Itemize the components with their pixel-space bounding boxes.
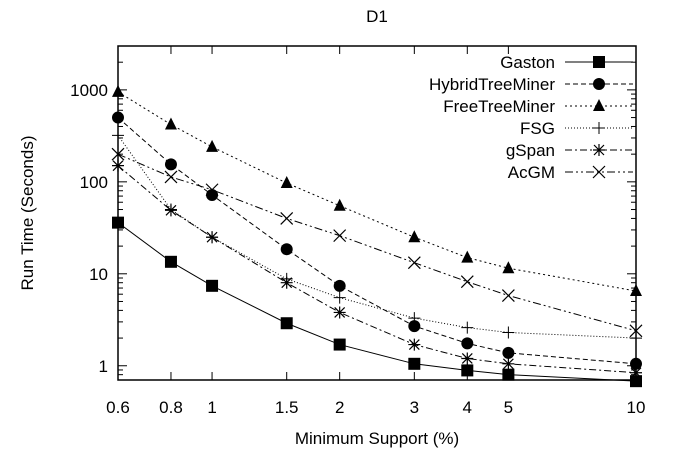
data-point-gspan bbox=[630, 366, 642, 379]
data-point-freetreeminer bbox=[408, 230, 421, 243]
data-point-freetreeminer bbox=[112, 84, 124, 97]
data-point-fsg bbox=[408, 312, 421, 325]
legend-marker-freetreeminer bbox=[593, 99, 605, 111]
y-tick-label: 10 bbox=[89, 265, 108, 284]
legend-marker-fsg bbox=[593, 122, 605, 134]
x-tick-label: 3 bbox=[410, 398, 419, 417]
data-point-gspan bbox=[408, 338, 421, 351]
x-tick-label: 0.8 bbox=[159, 398, 183, 417]
legend-label: FSG bbox=[520, 119, 555, 138]
x-tick-label: 10 bbox=[627, 398, 646, 417]
data-point-hybridtreeminer bbox=[630, 357, 642, 370]
x-tick-label: 0.6 bbox=[106, 398, 130, 417]
data-point-acgm bbox=[407, 256, 421, 270]
legend-label: Gaston bbox=[500, 53, 555, 72]
data-point-gaston bbox=[502, 368, 515, 381]
data-point-fsg bbox=[461, 321, 474, 334]
legend-marker-acgm bbox=[592, 165, 606, 179]
data-point-fsg bbox=[630, 332, 642, 345]
data-point-freetreeminer bbox=[630, 283, 642, 296]
x-tick-label: 5 bbox=[504, 398, 513, 417]
data-point-gaston bbox=[333, 338, 346, 351]
data-point-freetreeminer bbox=[280, 176, 293, 189]
chart-title: D1 bbox=[366, 7, 388, 26]
data-point-fsg bbox=[502, 326, 515, 339]
series-line-freetreeminer bbox=[117, 91, 637, 292]
legend-label: AcGM bbox=[508, 163, 555, 182]
data-point-gspan bbox=[206, 231, 219, 244]
data-point-hybridtreeminer bbox=[461, 337, 474, 350]
data-point-gspan bbox=[164, 204, 177, 217]
y-axis-label: Run Time (Seconds) bbox=[18, 136, 37, 291]
data-point-hybridtreeminer bbox=[408, 320, 421, 333]
data-point-gspan bbox=[502, 357, 515, 370]
data-point-gaston bbox=[408, 357, 421, 370]
x-tick-label: 4 bbox=[463, 398, 472, 417]
x-tick-label: 1.5 bbox=[275, 398, 299, 417]
data-point-freetreeminer bbox=[164, 117, 177, 130]
plot-frame bbox=[117, 45, 637, 381]
series-line-fsg bbox=[117, 135, 637, 339]
data-point-acgm bbox=[280, 212, 294, 225]
y-tick-label: 1000 bbox=[70, 81, 108, 100]
data-point-freetreeminer bbox=[461, 250, 474, 263]
x-tick-label: 2 bbox=[335, 398, 344, 417]
legend-marker-gspan bbox=[593, 144, 605, 156]
data-point-freetreeminer bbox=[333, 198, 346, 211]
data-point-gspan bbox=[112, 159, 124, 172]
data-point-hybridtreeminer bbox=[164, 158, 177, 171]
data-point-gaston bbox=[164, 255, 177, 268]
legend-marker-gaston bbox=[593, 56, 605, 68]
data-point-acgm bbox=[333, 229, 347, 243]
series-line-gspan bbox=[117, 165, 637, 374]
data-point-fsg bbox=[333, 291, 346, 304]
legend-marker-hybridtreeminer bbox=[593, 78, 605, 90]
data-point-freetreeminer bbox=[502, 261, 515, 274]
data-point-acgm bbox=[460, 275, 474, 289]
data-point-gaston bbox=[461, 364, 474, 377]
data-point-gaston bbox=[280, 317, 293, 330]
legend-label: HybridTreeMiner bbox=[429, 75, 555, 94]
data-point-hybridtreeminer bbox=[280, 243, 293, 256]
data-point-gaston bbox=[112, 216, 124, 229]
legend-label: gSpan bbox=[506, 141, 555, 160]
y-tick-label: 1 bbox=[99, 357, 108, 376]
series-line-acgm bbox=[117, 153, 637, 332]
data-point-freetreeminer bbox=[206, 139, 219, 152]
data-point-acgm bbox=[501, 289, 515, 302]
data-point-acgm bbox=[205, 183, 219, 197]
data-point-hybridtreeminer bbox=[112, 111, 124, 124]
data-point-acgm bbox=[164, 170, 178, 184]
series-line-gaston bbox=[117, 222, 637, 382]
x-tick-label: 1 bbox=[207, 398, 216, 417]
data-point-gspan bbox=[333, 306, 346, 319]
legend-label: FreeTreeMiner bbox=[443, 97, 555, 116]
data-point-gspan bbox=[280, 276, 293, 289]
data-point-gaston bbox=[206, 279, 219, 292]
data-point-acgm bbox=[629, 324, 643, 338]
data-point-gaston bbox=[630, 375, 642, 388]
data-point-hybridtreeminer bbox=[333, 279, 346, 292]
data-point-gspan bbox=[461, 352, 474, 365]
data-point-fsg bbox=[112, 129, 124, 142]
x-axis-label: Minimum Support (%) bbox=[295, 429, 459, 448]
data-point-hybridtreeminer bbox=[502, 346, 515, 359]
data-point-acgm bbox=[111, 147, 125, 161]
series-line-hybridtreeminer bbox=[117, 117, 637, 365]
y-tick-label: 100 bbox=[80, 173, 108, 192]
data-point-hybridtreeminer bbox=[206, 188, 219, 201]
